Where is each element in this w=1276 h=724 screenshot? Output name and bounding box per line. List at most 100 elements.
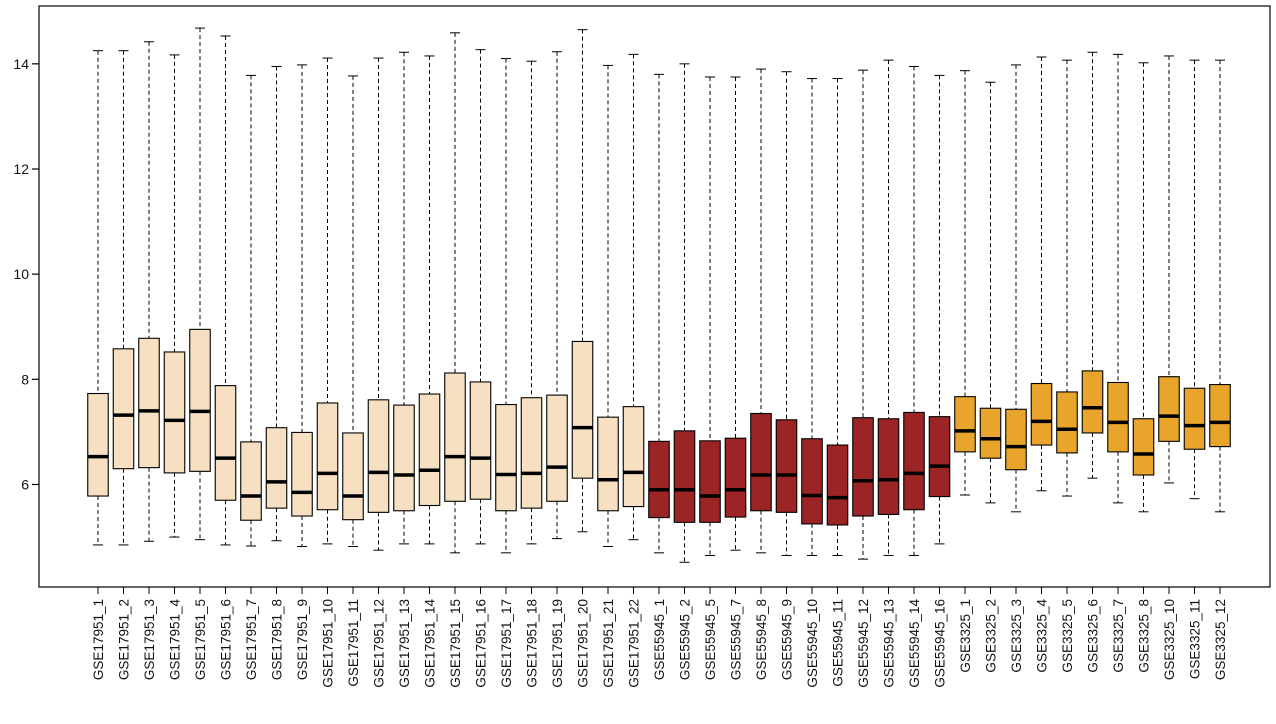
x-tick-label: GSE17951_22 — [627, 599, 642, 688]
x-tick-label: GSE17951_16 — [474, 599, 489, 688]
x-tick-label: GSE55945_9 — [780, 599, 795, 680]
box-GSE17951_13 — [393, 51, 415, 545]
box-iqr — [240, 441, 262, 521]
box-GSE17951_8 — [265, 65, 288, 542]
box-iqr — [189, 328, 211, 472]
box-GSE17951_14 — [418, 55, 441, 545]
x-tick-label: GSE17951_21 — [601, 599, 616, 688]
box-GSE55945_7 — [724, 76, 747, 551]
box-iqr — [1030, 382, 1053, 446]
box-GSE3325_12 — [1209, 59, 1231, 513]
box-GSE17951_18 — [520, 60, 543, 545]
y-tick-label: 12 — [13, 161, 29, 177]
x-tick-label: GSE55945_11 — [831, 599, 846, 687]
x-tick-label: GSE17951_18 — [525, 599, 540, 688]
box-iqr — [393, 404, 415, 512]
x-tick-label: GSE3325_7 — [1111, 599, 1126, 673]
box-GSE17951_7 — [240, 74, 262, 547]
x-tick-label: GSE3325_2 — [984, 599, 999, 673]
box-GSE55945_5 — [699, 76, 721, 556]
x-tick-label: GSE55945_13 — [882, 599, 897, 688]
box-GSE3325_4 — [1030, 56, 1053, 492]
box-GSE55945_13 — [877, 59, 900, 556]
box-iqr — [648, 440, 670, 519]
box-iqr — [138, 337, 160, 469]
x-tick-label: GSE17951_6 — [219, 599, 234, 680]
box-iqr — [495, 404, 517, 512]
box-GSE55945_10 — [801, 78, 823, 556]
box-iqr — [469, 381, 492, 500]
box-GSE17951_20 — [571, 29, 594, 533]
box-iqr — [546, 394, 568, 502]
box-iqr — [571, 340, 594, 479]
box-iqr — [520, 397, 543, 509]
box-GSE17951_10 — [316, 57, 339, 545]
box-GSE17951_1 — [87, 50, 109, 546]
box-iqr — [112, 348, 135, 470]
box-iqr — [1183, 387, 1206, 450]
box-iqr — [214, 385, 237, 501]
y-tick-label: 8 — [21, 371, 29, 387]
x-tick-label: GSE17951_14 — [423, 599, 438, 688]
box-iqr — [1081, 370, 1104, 434]
box-GSE17951_17 — [495, 58, 517, 554]
x-tick-label: GSE17951_2 — [117, 599, 132, 680]
box-iqr — [724, 437, 747, 518]
box-iqr — [418, 393, 441, 507]
x-tick-label: GSE3325_11 — [1188, 599, 1203, 679]
box-GSE17951_5 — [189, 27, 211, 541]
x-tick-label: GSE17951_10 — [321, 599, 336, 688]
x-tick-label: GSE3325_1 — [958, 599, 973, 673]
plot-frame — [38, 5, 1271, 588]
x-tick-label: GSE3325_6 — [1086, 599, 1101, 673]
box-GSE55945_1 — [648, 73, 670, 554]
box-GSE17951_16 — [469, 49, 492, 545]
x-tick-label: GSE17951_8 — [270, 599, 285, 680]
box-iqr — [775, 419, 798, 513]
x-tick-label: GSE3325_8 — [1137, 599, 1152, 673]
y-tick-label: 14 — [13, 56, 29, 72]
x-tick-label: GSE3325_12 — [1213, 599, 1228, 680]
box-iqr — [1132, 418, 1155, 476]
box-iqr — [979, 407, 1002, 459]
x-tick-label: GSE3325_5 — [1060, 599, 1075, 673]
box-GSE17951_19 — [546, 51, 568, 540]
box-GSE17951_21 — [597, 64, 619, 548]
box-iqr — [1209, 384, 1231, 448]
box-GSE17951_6 — [214, 35, 237, 546]
box-GSE17951_9 — [291, 64, 313, 548]
box-GSE3325_10 — [1158, 55, 1180, 484]
box-GSE3325_1 — [954, 70, 976, 496]
box-iqr — [597, 416, 619, 512]
box-iqr — [928, 416, 951, 498]
box-GSE17951_22 — [622, 53, 645, 541]
box-GSE3325_11 — [1183, 59, 1206, 500]
box-GSE55945_14 — [903, 65, 925, 556]
x-tick-label: GSE17951_20 — [576, 599, 591, 688]
box-GSE17951_2 — [112, 50, 135, 546]
box-GSE3325_5 — [1056, 59, 1078, 497]
box-iqr — [342, 432, 364, 521]
x-tick-label: GSE3325_3 — [1009, 599, 1024, 673]
box-iqr — [367, 399, 390, 513]
box-iqr — [316, 402, 339, 511]
box-GSE3325_7 — [1107, 53, 1129, 504]
x-tick-label: GSE55945_7 — [729, 599, 744, 680]
x-tick-label: GSE17951_15 — [448, 599, 463, 688]
x-tick-label: GSE55945_10 — [805, 599, 820, 688]
box-iqr — [673, 430, 696, 523]
box-iqr — [87, 392, 109, 497]
box-GSE55945_16 — [928, 74, 951, 545]
boxes-layer — [87, 27, 1231, 563]
x-tick-label: GSE17951_5 — [193, 599, 208, 680]
box-iqr — [852, 417, 874, 517]
box-iqr — [444, 372, 466, 502]
x-tick-label: GSE17951_19 — [550, 599, 565, 688]
box-iqr — [801, 438, 823, 525]
box-GSE55945_12 — [852, 69, 874, 560]
x-tick-label: GSE55945_8 — [754, 599, 769, 680]
box-GSE17951_12 — [367, 57, 390, 551]
box-GSE55945_2 — [673, 63, 696, 563]
box-iqr — [903, 411, 925, 511]
box-iqr — [877, 418, 900, 515]
